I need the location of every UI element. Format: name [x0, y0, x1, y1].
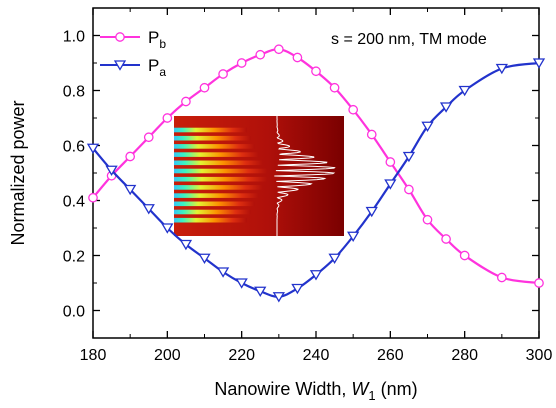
data-point-pa [272, 292, 285, 303]
data-point-pa [532, 58, 546, 69]
legend-item-pb: Pb [100, 28, 166, 51]
data-point-pb [236, 58, 247, 68]
series-layer [86, 44, 546, 303]
data-point-pb [162, 113, 173, 123]
x-tick-label: 300 [526, 347, 553, 364]
data-point-pb [255, 49, 266, 60]
data-point-pa [458, 85, 471, 97]
data-point-pa [179, 239, 193, 251]
data-point-pb [218, 69, 228, 79]
data-point-pb [125, 151, 136, 162]
y-tick-label: 0.8 [63, 84, 85, 101]
x-tick-label: 200 [154, 347, 181, 364]
data-point-pb [404, 184, 414, 195]
y-tick-label: 0.2 [63, 249, 85, 266]
data-point-pb [88, 192, 98, 203]
data-point-pa [347, 231, 360, 243]
legend-item-pa: Pa [100, 56, 166, 79]
y-axis-title: Normalized power [8, 100, 28, 245]
svg-text:Pa: Pa [148, 56, 166, 79]
x-tick-label: 280 [451, 347, 478, 364]
x-tick-label: 220 [228, 347, 255, 364]
y-tick-label: 1.0 [63, 29, 85, 46]
axis-ticks [92, 8, 540, 338]
tick-labels: 180 200 220 240 260 280 300 0.0 0.2 0.4 0.6 0.8 1.0 [63, 29, 553, 365]
data-point-pb [534, 278, 544, 288]
data-point-pa [254, 286, 267, 298]
data-point-pb [143, 132, 154, 143]
data-point-pa [328, 253, 341, 265]
legend: Pb Pa [100, 28, 166, 79]
y-tick-label: 0.4 [63, 194, 85, 211]
data-point-pa [402, 151, 416, 163]
data-point-pb [273, 44, 284, 55]
data-point-pb [496, 272, 507, 283]
inset-field-image [174, 116, 344, 236]
data-point-pa [161, 223, 174, 234]
data-point-pb [199, 82, 210, 93]
data-point-pb [366, 129, 377, 140]
data-point-pa [105, 165, 118, 177]
data-point-pb [422, 214, 433, 225]
x-tick-label: 260 [377, 347, 404, 364]
legend-label-pb: P [148, 28, 159, 47]
data-point-pa [365, 206, 378, 218]
legend-sub-pb: b [159, 37, 166, 51]
data-point-pa [309, 270, 323, 281]
data-point-pb [181, 96, 191, 107]
x-axis-title: Nanowire Width, W1 (nm) [214, 379, 417, 403]
data-point-pa [86, 143, 100, 155]
data-point-pa [216, 267, 230, 278]
data-point-pb [441, 234, 451, 244]
legend-label-pa: P [148, 56, 159, 75]
data-point-pb [385, 157, 396, 167]
data-point-pb [329, 82, 340, 93]
data-point-pa [198, 253, 211, 265]
data-point-pa [384, 179, 397, 190]
y-tick-label: 0.6 [63, 139, 85, 156]
x-tick-label: 180 [80, 347, 107, 364]
data-point-pb [459, 250, 470, 261]
data-point-pb [311, 66, 321, 77]
data-point-pa [235, 278, 248, 289]
data-point-pa [291, 283, 304, 295]
data-point-pa [495, 63, 508, 75]
legend-sub-pa: a [159, 65, 166, 79]
data-point-pa [421, 121, 434, 133]
svg-text:Pb: Pb [148, 28, 166, 51]
data-point-pb [292, 52, 303, 63]
data-point-pa [439, 102, 453, 113]
data-point-pa [124, 184, 137, 196]
x-tick-label: 240 [303, 347, 330, 364]
y-tick-label: 0.0 [63, 304, 85, 321]
data-point-pa [142, 204, 155, 215]
chart-annotation: s = 200 nm, TM mode [331, 31, 487, 48]
data-point-pb [348, 104, 359, 115]
